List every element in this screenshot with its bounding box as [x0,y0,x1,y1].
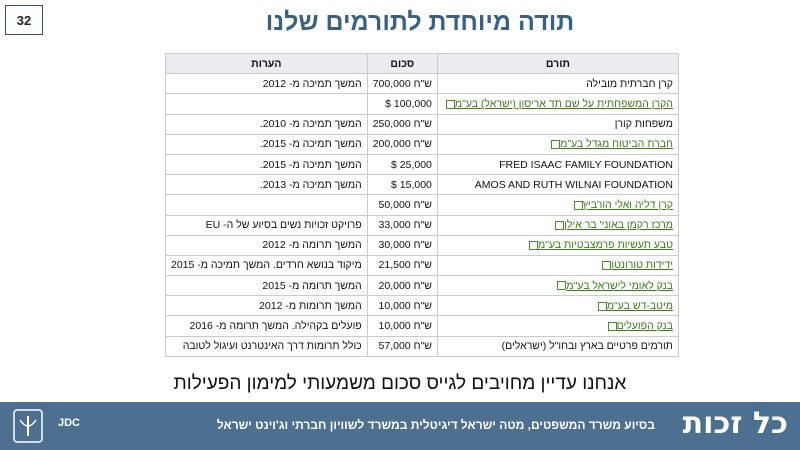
table-row: טבע תעשיות פרמצבטיות בע"מ 30,000 ש"ח המשך … [165,234,679,256]
amount-cell: 33,000 ש"ח [366,214,438,236]
donor-link[interactable]: חברת הביטוח מגדל בע"מ [560,138,673,151]
donor-link[interactable]: מרכז רקמן באוני' בר אילן [564,219,673,232]
amount-cell: 10,000 ש"ח [366,295,438,317]
header-cell: סכום [366,52,438,75]
header-cell: תורם [436,52,679,75]
table-row: הקרן המשפחתית על שם תד אריסון (ישראל) בע… [165,93,679,115]
donor-link[interactable]: ידידות טורונטו [611,259,673,272]
donor-link[interactable]: קרן דליה ואלי הורביץ [582,198,673,211]
donor-link[interactable]: מיטב-דש בע"מ [606,299,673,312]
slide-title: תודה מיוחדת לתורמים שלנו [265,8,575,36]
table-row: מרכז רקמן באוני' בר אילן 33,000 ש"ח פרויקט… [165,214,679,236]
donor-cell: מיטב-דש בע"מ [436,295,679,317]
footer: JDC בסיוע משרד המשפטים, מטה ישראל דיגיטל… [0,402,800,450]
note-cell: המשך תמיכה מ- 2012 [165,73,368,95]
external-icon [555,220,565,230]
external-icon [602,261,612,271]
donor-link[interactable]: בנק הפועלים [616,320,673,333]
note-cell: מיקוד בנושא חרדים. המשך תמיכה מ- 2015 [165,254,368,277]
donor-link[interactable]: בנק לאומי לישראל בע"מ [566,279,673,292]
donor-cell: בנק הפועלים [436,315,679,337]
amount-cell: 250,000 ש"ח [366,113,438,135]
donor-cell: AMOS AND RUTH WILNAI FOUNDATION [436,174,679,196]
note-cell [165,194,368,216]
donor-cell: ידידות טורונטו [436,254,679,277]
table-row: בנק לאומי לישראל בע"מ 20,000 ש"ח המשך תרומ… [165,275,679,297]
slide-number: 32 [5,5,43,35]
external-icon [551,140,561,150]
note-cell: פועלים בקהילה. המשך תרומה מ- 2016 [165,315,368,337]
note-cell: המשך תרומה מ- 2012 [165,234,368,256]
donor-cell: FRED ISAAC FAMILY FOUNDATION [436,153,679,176]
donor-cell: מרכז רקמן באוני' בר אילן [436,214,679,236]
donor-cell: טבע תעשיות פרמצבטיות בע"מ [436,234,679,256]
amount-cell: 700,000 ש"ח [366,73,438,95]
table-row: FRED ISAAC FAMILY FOUNDATION $ 25,000 המשך… [165,153,679,176]
table-row: משפחות קורן 250,000 ש"ח המשך תמיכה מ- 2010… [165,113,679,135]
donor-cell: הקרן המשפחתית על שם תד אריסון (ישראל) בע… [436,93,679,115]
donor-cell: תורמים פרטיים בארץ ובחו"ל (ישראלים) [436,335,679,357]
amount-cell: 30,000 ש"ח [366,234,438,256]
note-cell: המשך תרומה מ- 2015 [165,275,368,297]
note-cell: המשך תרומות מ- 2012 [165,295,368,317]
external-icon [529,241,539,250]
table-row: תורמים פרטיים בארץ ובחו"ל (ישראלים) 57,00… [165,335,679,357]
partner-logo: JDC [58,417,81,429]
footer-text: בסיוע משרד המשפטים, מטה ישראל דיגיטלית ב… [216,418,655,432]
amount-cell: 21,500 ש"ח [366,254,438,277]
amount-cell: 57,000 ש"ח [366,335,438,357]
amount-cell: 20,000 ש"ח [366,275,438,297]
header-cell: הערות [165,52,368,75]
donor-cell: קרן חברתית מובילה [436,73,679,95]
donor-link[interactable]: הקרן המשפחתית על שם תד אריסון (ישראל) בע… [454,97,673,110]
external-icon [557,281,567,291]
table-row: קרן דליה ואלי הורביץ 50,000 ש"ח [165,194,679,216]
external-icon [607,321,617,331]
note-cell: המשך תמיכה מ- 2010. [165,113,368,135]
table-row: קרן חברתית מובילה 700,000 ש"ח המשך תמיכה מ… [165,73,679,95]
amount-cell: 50,000 ש"ח [366,194,438,216]
donor-cell: חברת הביטוח מגדל בע"מ [436,133,679,155]
table-row: AMOS AND RUTH WILNAI FOUNDATION $ 15,000 ה… [165,174,679,196]
note-cell: המשך תמיכה מ- 2013. [165,174,368,196]
note-cell: המשך תמיכה מ- 2015. [165,133,368,155]
note-cell: המשך תמיכה מ- 2015. [165,153,368,176]
table-row: ידידות טורונטו 21,500 ש"ח מיקוד בנושא חרדי… [165,254,679,277]
amount-cell: 10,000 ש"ח [366,315,438,337]
table-row: מיטב-דש בע"מ 10,000 ש"ח המשך תרומות מ- 201… [165,295,679,317]
donor-cell: בנק לאומי לישראל בע"מ [436,275,679,297]
external-icon [573,200,583,210]
external-icon [445,99,455,109]
note-cell: כולל תרומות דרך האינטרנט ועיגול לטובה [165,335,368,357]
donor-table: תורם סכום הערות קרן חברתית מובילה 700,000… [165,52,679,357]
donor-cell: משפחות קורן [436,113,679,135]
subtitle: אנחנו עדיין מחויבים לגייס סכום משמעותי ל… [173,373,627,394]
donor-link[interactable]: טבע תעשיות פרמצבטיות בע"מ [538,239,673,252]
emblem [13,409,43,443]
amount-cell: $ 100,000 [366,93,438,115]
amount-cell: 200,000 ש"ח [366,133,438,155]
external-icon [597,301,607,311]
table-row: חברת הביטוח מגדל בע"מ 200,000 ש"ח המשך תמי… [165,133,679,155]
amount-cell: $ 25,000 [366,153,438,176]
table-row: בנק הפועלים 10,000 ש"ח פועלים בקהילה. המשך… [165,315,679,337]
note-cell [165,93,368,115]
brand-logo: כל זכות [682,406,788,441]
amount-cell: $ 15,000 [366,174,438,196]
header-row: תורם סכום הערות [165,52,679,75]
table-body: קרן חברתית מובילה 700,000 ש"ח המשך תמיכה מ… [165,73,679,357]
note-cell: פרויקט זכויות נשים בסיוע של ה- EU [165,214,368,236]
donor-cell: קרן דליה ואלי הורביץ [436,194,679,216]
